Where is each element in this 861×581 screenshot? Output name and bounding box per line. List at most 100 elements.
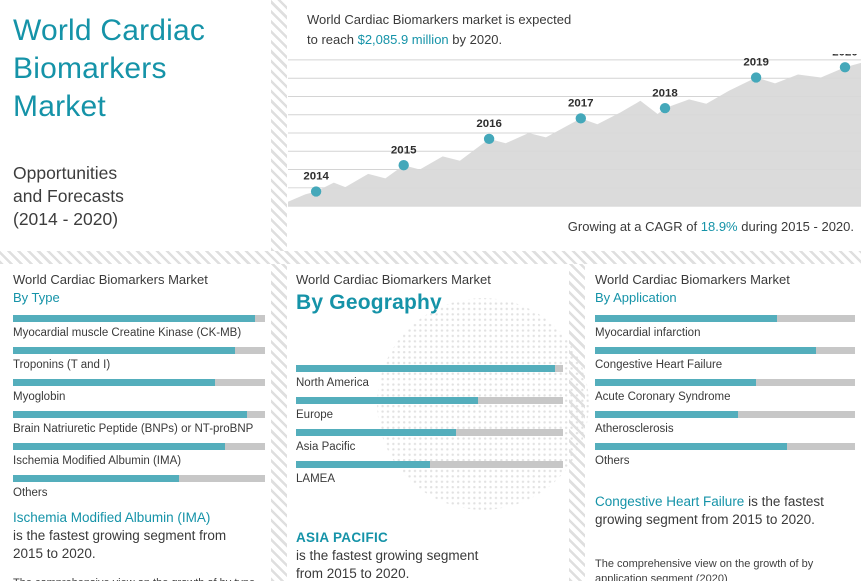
segment-bar: [13, 315, 265, 322]
segment-bar: [13, 443, 265, 450]
cagr-text: Growing at a CAGR of 18.9% during 2015 -…: [568, 219, 854, 234]
application-highlight: Congestive Heart Failure: [595, 494, 745, 509]
segment-bar: [595, 443, 855, 450]
segment-bar: [595, 347, 855, 354]
segment-bar-fill: [595, 379, 757, 386]
segment-item: LAMEA: [296, 461, 563, 485]
page-subtitle: Opportunities and Forecasts (2014 - 2020…: [13, 162, 262, 231]
segment-bar-fill: [296, 461, 430, 468]
segment-bar: [595, 411, 855, 418]
segment-bar-fill: [595, 411, 738, 418]
segment-label: Others: [595, 455, 630, 467]
panel-by-type: World Cardiac Biomarkers Market By Type …: [0, 264, 271, 581]
segment-label: Congestive Heart Failure: [595, 359, 723, 371]
segment-label: Troponins (T and I): [13, 359, 111, 371]
segment-bar-fill: [296, 365, 555, 372]
segment-bar-fill: [13, 347, 235, 354]
panel-subheading-by-geography: By Geography: [296, 291, 442, 314]
divider-horizontal: [0, 251, 861, 264]
globe-watermark-icon: [377, 298, 589, 510]
year-label: 2020: [832, 54, 858, 58]
year-data-point: [398, 160, 409, 171]
segment-bar-fill: [13, 411, 248, 418]
forecast-chart-section: World Cardiac Biomarkers market is expec…: [288, 0, 861, 251]
segment-item: Europe: [296, 397, 563, 421]
application-highlight-rest: is the fastest growing segment from 2015…: [595, 494, 824, 527]
divider-vertical-bottom-left: [271, 264, 287, 581]
year-label: 2015: [391, 144, 417, 156]
panel-by-application: World Cardiac Biomarkers Market By Appli…: [585, 264, 861, 581]
type-note: The comprehensive view on the growth of …: [13, 576, 263, 581]
segment-item: Acute Coronary Syndrome: [595, 379, 855, 403]
segment-label: Atherosclerosis: [595, 423, 674, 435]
year-data-point: [659, 102, 671, 114]
segment-bar-fill: [13, 443, 225, 450]
segment-label: Others: [13, 487, 48, 499]
geography-highlight-rest: is the fastest growing segment from 2015…: [296, 547, 479, 581]
panel-subheading-by-type: By Type: [13, 290, 60, 305]
geography-highlight: ASIA PACIFIC: [296, 530, 389, 545]
forecast-text: World Cardiac Biomarkers market is expec…: [307, 10, 571, 49]
segment-item: Others: [13, 475, 265, 499]
segment-label: Brain Natriuretic Peptide (BNPs) or NT-p…: [13, 423, 254, 435]
year-data-point: [839, 62, 851, 73]
application-highlight-paragraph: Congestive Heart Failure is the fastest …: [595, 493, 853, 529]
year-data-point: [483, 133, 495, 144]
segment-item: Myocardial muscle Creatine Kinase (CK-MB…: [13, 315, 265, 339]
segment-bar-fill: [13, 379, 215, 386]
application-segment-bar-list: Myocardial infarction Congestive Heart Fa…: [595, 315, 855, 467]
year-data-point: [310, 186, 322, 197]
segment-label: Europe: [296, 409, 334, 421]
page-title-line: Market: [13, 90, 106, 124]
forecast-text-line2: to reach $2,085.9 million by 2020.: [307, 30, 571, 50]
panel-heading: World Cardiac Biomarkers Market: [13, 272, 208, 287]
page-title: World Cardiac Biomarkers Market: [13, 12, 262, 126]
panel-by-geography: World Cardiac Biomarkers Market By Geogr…: [287, 264, 589, 581]
segment-bar: [595, 379, 855, 386]
segment-label: Ischemia Modified Albumin (IMA): [13, 455, 182, 467]
type-highlight-paragraph: Ischemia Modified Albumin (IMA) is the fa…: [13, 509, 245, 563]
page-subtitle-line: (2014 - 2020): [13, 209, 119, 230]
cagr-value: 18.9%: [700, 219, 738, 234]
segment-bar-fill: [595, 443, 788, 450]
segment-bar: [296, 429, 563, 436]
page-subtitle-line: and Forecasts: [13, 186, 124, 207]
year-label: 2014: [303, 171, 329, 183]
segment-bar: [13, 411, 265, 418]
segment-bar: [296, 365, 563, 372]
page-title-line: World Cardiac: [13, 14, 206, 47]
cagr-text-part: during 2015 - 2020.: [737, 219, 854, 234]
segment-item: Myocardial infarction: [595, 315, 855, 339]
segment-item: Troponins (T and I): [13, 347, 265, 371]
type-segment-bar-list: Myocardial muscle Creatine Kinase (CK-MB…: [13, 315, 265, 499]
segment-item: Brain Natriuretic Peptide (BNPs) or NT-p…: [13, 411, 265, 435]
application-note: The comprehensive view on the growth of …: [595, 557, 814, 581]
segment-bar-fill: [595, 347, 816, 354]
segment-bar: [13, 475, 265, 482]
segment-label: Asia Pacific: [296, 441, 356, 453]
year-label: 2016: [476, 118, 502, 130]
segment-item: North America: [296, 365, 563, 389]
segment-bar: [595, 315, 855, 322]
geography-segment-bar-list: North America Europe Asia Pacific LAMEA: [296, 365, 563, 485]
panel-heading: World Cardiac Biomarkers Market: [595, 272, 790, 287]
panel-heading: World Cardiac Biomarkers Market: [296, 272, 491, 287]
year-label: 2018: [652, 87, 678, 99]
segment-bar-fill: [595, 315, 777, 322]
year-label: 2019: [743, 57, 769, 69]
geography-highlight-paragraph: ASIA PACIFIC is the fastest growing segme…: [296, 529, 508, 581]
segment-bar: [296, 397, 563, 404]
segment-item: Ischemia Modified Albumin (IMA): [13, 443, 265, 467]
segment-label: LAMEA: [296, 473, 335, 485]
segment-bar-fill: [296, 397, 478, 404]
segment-label: Myocardial infarction: [595, 327, 701, 339]
segment-item: Others: [595, 443, 855, 467]
segment-bar: [13, 379, 265, 386]
type-highlight: Ischemia Modified Albumin (IMA): [13, 510, 211, 525]
segment-bar: [296, 461, 563, 468]
segment-bar-fill: [13, 315, 255, 322]
segment-item: Asia Pacific: [296, 429, 563, 453]
title-block: World Cardiac Biomarkers Market Opportun…: [0, 0, 270, 250]
cagr-text-part: Growing at a CAGR of: [567, 219, 701, 234]
